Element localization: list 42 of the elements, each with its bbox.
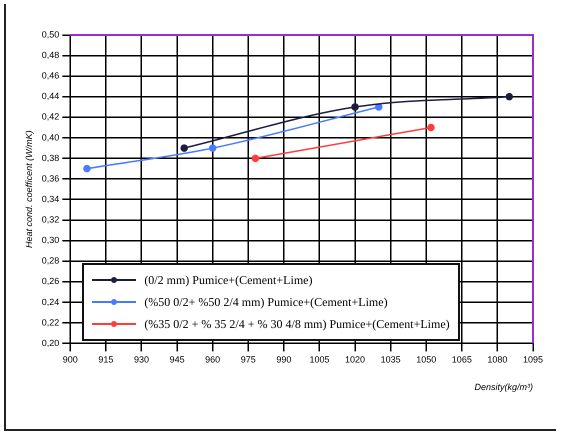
- point: [506, 92, 514, 100]
- x-tick-label: 1005: [309, 354, 330, 364]
- legend-label: (%35 0/2 + % 35 2/4 + % 30 4/8 mm) Pumice+(Cement+Lime): [144, 316, 450, 332]
- y-tick-label: 0,34: [42, 194, 60, 204]
- x-tick-label: 945: [170, 354, 185, 364]
- y-tick-label: 0,40: [42, 132, 60, 142]
- x-tick-label: 1020: [345, 354, 366, 364]
- x-tick-label: 1095: [522, 354, 544, 364]
- y-tick-label: 0,20: [42, 338, 60, 348]
- y-tick-label: 0,38: [42, 152, 60, 163]
- x-tick-label: 960: [205, 354, 220, 364]
- x-tick-label: 975: [240, 354, 256, 364]
- point: [83, 164, 91, 172]
- x-tick-label: 930: [134, 354, 150, 364]
- y-tick-label: 0,28: [42, 256, 60, 266]
- x-tick-label: 1050: [416, 354, 436, 364]
- x-tick-label: 1065: [452, 354, 472, 364]
- point: [427, 124, 435, 132]
- x-tick-label: 1035: [380, 354, 401, 364]
- point: [252, 154, 260, 162]
- y-tick-label: 0,46: [42, 70, 60, 81]
- x-tick-label: 900: [62, 354, 78, 364]
- legend-label: (0/2 mm) Pumice+(Cement+Lime): [144, 272, 312, 288]
- y-tick-label: 0,44: [42, 91, 60, 102]
- x-tick-label: 1080: [487, 354, 508, 364]
- y-tick-label: 0,22: [42, 317, 60, 328]
- y-tick-label: 0,26: [42, 276, 60, 286]
- y-tick-label: 0,36: [42, 173, 60, 184]
- x-tick-label: 990: [276, 354, 292, 364]
- y-tick-label: 0,48: [42, 50, 60, 60]
- point: [208, 144, 216, 152]
- point: [180, 144, 188, 152]
- y-tick-label: 0,50: [42, 29, 60, 40]
- x-axis-title: Density(kg/m³): [474, 382, 533, 392]
- y-axis-title: Heat cond. coefficent (W/mK): [24, 130, 34, 248]
- x-tick-label: 915: [98, 354, 114, 364]
- y-tick-label: 0,30: [42, 235, 60, 246]
- legend-label: (%50 0/2+ %50 2/4 mm) Pumice+(Cement+Lime): [144, 294, 388, 310]
- point: [351, 103, 359, 111]
- y-tick-label: 0,42: [42, 112, 60, 122]
- y-tick-label: 0,24: [42, 296, 60, 307]
- y-tick-label: 0,32: [42, 214, 60, 225]
